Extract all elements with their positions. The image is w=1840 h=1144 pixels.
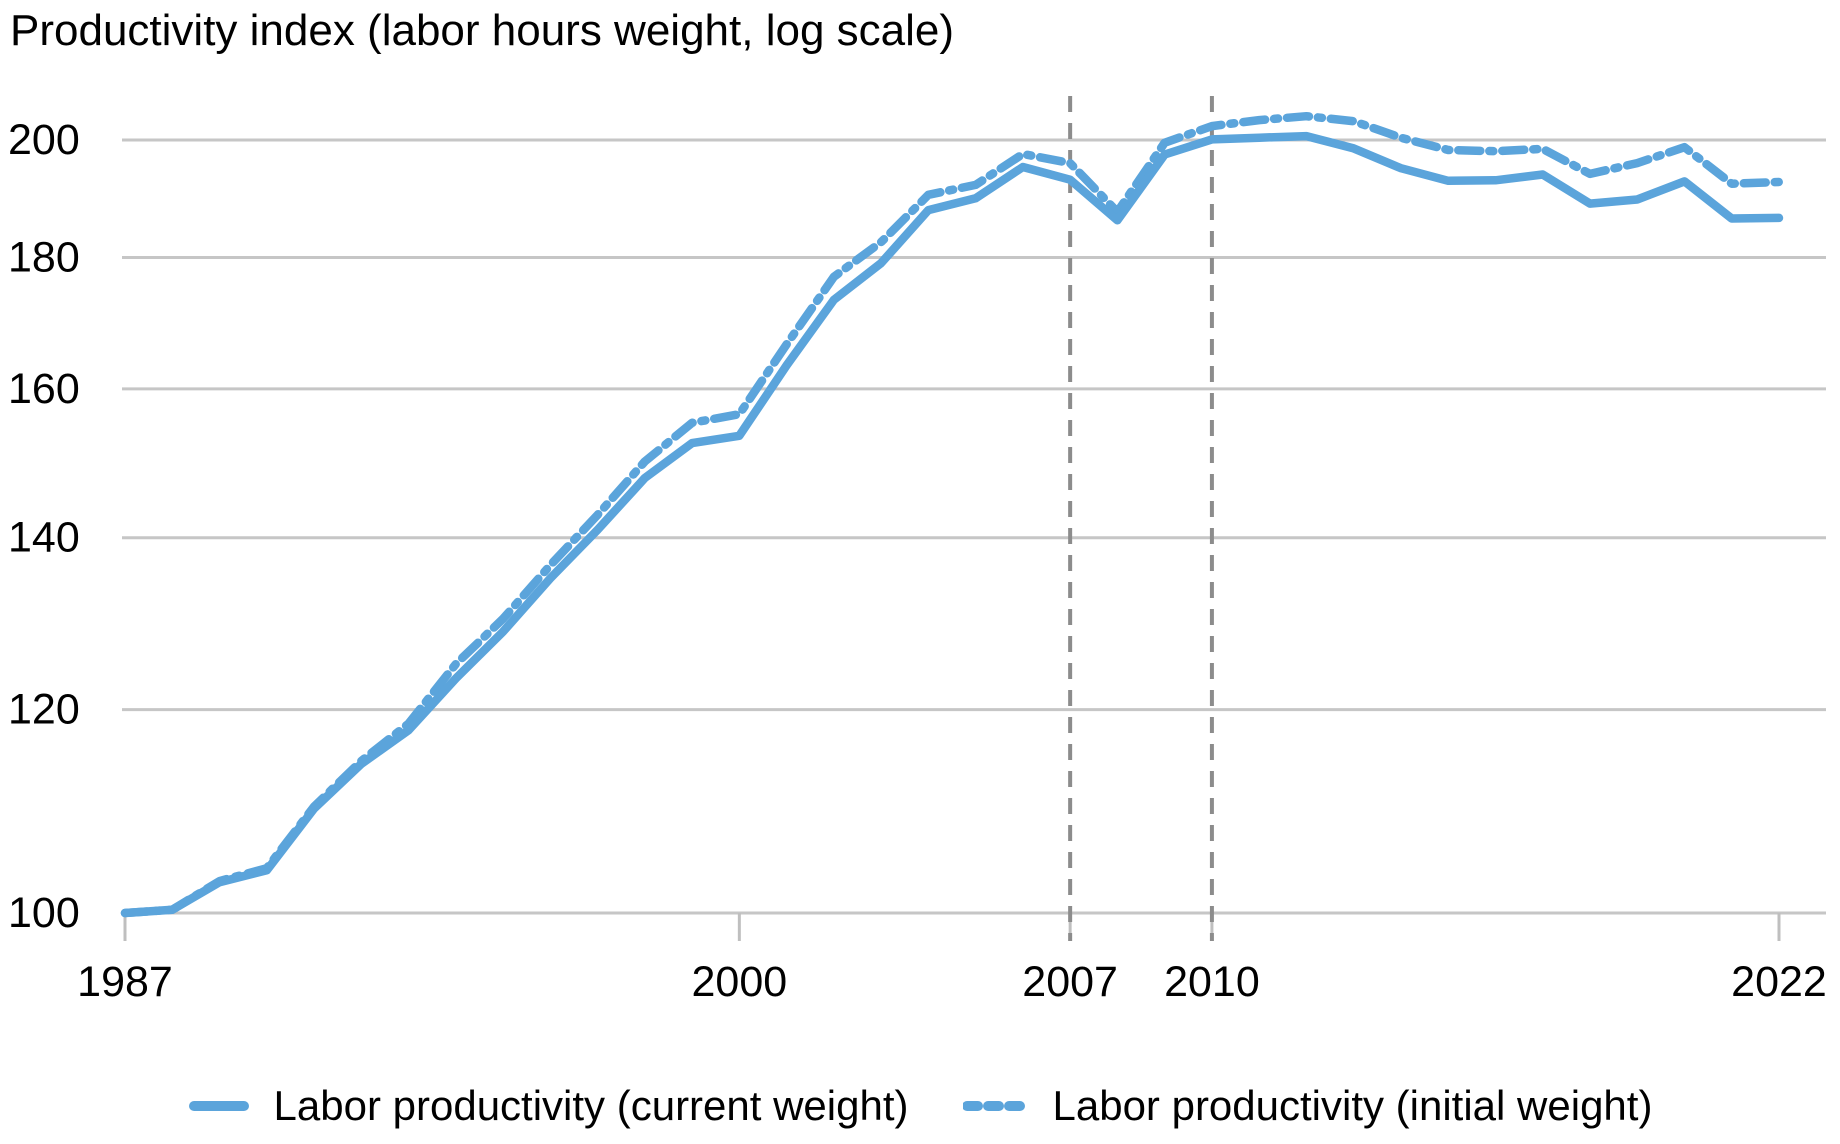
legend-item-current-weight: Labor productivity (current weight) — [188, 1082, 909, 1130]
x-axis-label-2000: 2000 — [692, 958, 788, 1006]
legend-label-current-weight: Labor productivity (current weight) — [273, 1082, 909, 1129]
y-axis-label-200: 200 — [8, 116, 80, 164]
y-axis-label-100: 100 — [8, 889, 80, 937]
y-axis-label-140: 140 — [8, 514, 80, 562]
y-axis-label-180: 180 — [8, 233, 80, 281]
legend-label-initial-weight: Labor productivity (initial weight) — [1052, 1082, 1653, 1129]
x-axis-label-2022: 2022 — [1731, 958, 1827, 1006]
series-line-current-weight — [120, 131, 1784, 918]
x-axis-label-1987: 1987 — [77, 958, 173, 1006]
legend-swatch-dashed-line — [962, 1101, 1029, 1111]
y-axis-label-160: 160 — [8, 365, 80, 413]
y-axis-label-120: 120 — [8, 686, 80, 734]
chart-title: Productivity index (labor hours weight, … — [10, 6, 955, 55]
x-axis-label-2007: 2007 — [1022, 958, 1118, 1006]
series-line-initial-weight — [120, 111, 1784, 918]
legend-item-initial-weight: Labor productivity (initial weight) — [962, 1082, 1653, 1130]
legend-swatch-solid-line — [188, 1101, 249, 1111]
legend: Labor productivity (current weight) Labo… — [0, 1074, 1840, 1138]
x-axis-label-2010: 2010 — [1164, 958, 1260, 1006]
